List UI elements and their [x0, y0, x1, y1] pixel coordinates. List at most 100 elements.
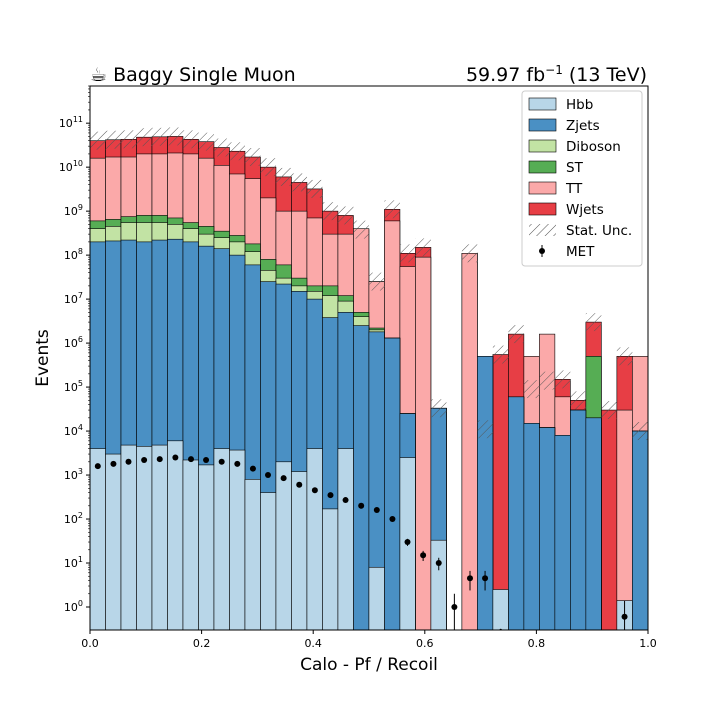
legend-wjets-label: Wjets: [566, 202, 604, 218]
met-point-27: [621, 613, 628, 620]
y-tick-label-5: 105: [64, 379, 83, 394]
bar-hbb-20: [399, 457, 416, 630]
stat-unc-5: [167, 127, 183, 146]
stat-unc-11: [260, 158, 276, 177]
y-axis-title: Events: [33, 329, 53, 387]
x-tick-label-2: 0.4: [304, 637, 322, 650]
stat-unc-27: [508, 325, 524, 344]
legend-frame: [521, 90, 643, 267]
stat-unc-21: [415, 238, 431, 257]
bar-hbb-1: [105, 453, 122, 630]
bar-hbb-22: [430, 539, 447, 630]
stat-unc-15: [322, 202, 338, 221]
stat-unc-8: [213, 138, 230, 157]
x-tick-label-1: 0.2: [193, 637, 211, 650]
bar-hbb-9: [229, 449, 246, 630]
x-tick-label-3: 0.6: [416, 637, 434, 650]
met-point-12: [280, 475, 287, 482]
stat-unc-18: [368, 272, 385, 291]
y-tick-label-9: 109: [64, 203, 83, 218]
y-tick-label-7: 107: [64, 291, 83, 306]
bar-hbb-5: [167, 440, 184, 630]
bar-zjets-28: [523, 423, 540, 630]
bar-zjets-30: [554, 435, 571, 630]
bar-tt-21: [415, 256, 432, 630]
met-point-16: [342, 497, 349, 504]
y-tick-label-10: 1010: [59, 159, 83, 174]
legend-diboson-swatch: [528, 139, 557, 153]
met-point-22: [435, 560, 442, 567]
bar-zjets-17: [353, 325, 370, 630]
x-tick-label-5: 1.0: [639, 637, 657, 650]
met-point-19: [389, 516, 396, 523]
bar-zjets-35: [632, 430, 648, 630]
stat-unc-6: [182, 130, 199, 149]
stat-unc-0: [90, 131, 106, 150]
bar-hbb-11: [260, 492, 277, 630]
bar-hbb-3: [136, 446, 153, 630]
stat-unc-9: [229, 142, 245, 161]
legend-zjets-label: Zjets: [566, 118, 600, 134]
title-right: 59.97 fb−1 (13 TeV): [466, 63, 647, 86]
legend: Hbb Zjets Diboson ST TT Wjets Stat. Unc. MET: [521, 90, 643, 267]
bar-hbb-10: [244, 479, 261, 630]
stat-unc-20: [399, 244, 416, 263]
met-point-4: [156, 456, 163, 463]
legend-tt-label: TT: [565, 181, 583, 197]
met-point-23: [451, 604, 458, 611]
met-point-1: [110, 460, 117, 467]
plot-area: [90, 127, 648, 630]
met-point-0: [94, 463, 101, 470]
bar-hbb-4: [151, 444, 168, 630]
met-point-11: [265, 472, 272, 479]
met-point-20: [404, 539, 411, 546]
met-point-17: [358, 502, 365, 509]
x-axis-title: Calo - Pf / Recoil: [300, 655, 438, 675]
stat-unc-30: [554, 370, 571, 389]
bar-zjets-31: [570, 409, 587, 630]
legend-st-label: ST: [566, 160, 584, 176]
y-axis: 100 101 102 103 104 105 106 107 108 109 1010 1011: [59, 85, 90, 614]
bar-zjets-25: [477, 356, 494, 630]
stat-unc-33: [601, 401, 617, 420]
stat-unc-28: [523, 380, 540, 399]
title-right-sup: −1: [545, 63, 563, 77]
bar-hbb-6: [182, 459, 199, 630]
legend-st-swatch: [528, 160, 557, 174]
stat-unc-17: [353, 220, 369, 239]
bar-hbb-8: [213, 448, 230, 630]
stat-unc-32: [585, 313, 602, 332]
bar-hbb-13: [291, 471, 308, 630]
bar-zjets-32: [585, 417, 602, 630]
met-point-10: [249, 465, 256, 472]
legend-stat-unc--label: Stat. Unc.: [566, 223, 632, 239]
bar-hbb-16: [337, 448, 354, 630]
bar-hbb-7: [198, 464, 215, 630]
stat-unc-10: [244, 148, 261, 166]
met-point-6: [187, 456, 194, 463]
stat-unc-35: [632, 422, 648, 441]
stat-unc-2: [120, 130, 137, 149]
met-point-9: [234, 460, 241, 467]
y-tick-label-1: 101: [64, 555, 83, 570]
stat-unc-14: [306, 179, 323, 198]
bar-hbb-15: [322, 508, 339, 630]
legend-wjets-swatch: [528, 202, 557, 216]
title-right-suffix: (13 TeV): [563, 64, 647, 86]
x-tick-label-0: 0.0: [81, 637, 99, 650]
plot-frame: [89, 85, 649, 631]
stat-unc-12: [275, 167, 292, 186]
met-point-15: [327, 492, 334, 499]
met-points: [94, 454, 628, 630]
legend-diboson-label: Diboson: [566, 139, 621, 155]
met-point-5: [172, 454, 179, 461]
stat-unc-31: [570, 391, 586, 410]
bar-hbb-0: [90, 448, 106, 630]
stat-unc-3: [136, 128, 152, 147]
met-point-21: [420, 552, 427, 559]
y-tick-label-4: 104: [64, 423, 83, 438]
x-tick-label-4: 0.8: [528, 637, 546, 650]
x-axis: 0.0 0.2 0.4 0.6 0.8 1.0: [81, 630, 657, 650]
bar-wjets-33: [601, 409, 618, 630]
